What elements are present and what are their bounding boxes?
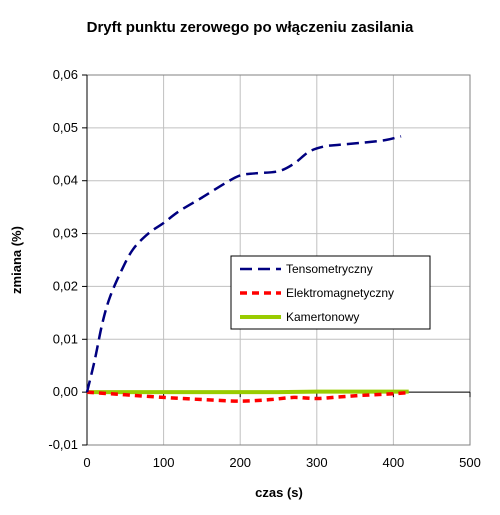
x-tick-label: 0: [83, 455, 90, 470]
legend-label: Elektromagnetyczny: [286, 286, 394, 300]
y-tick-label: -0,01: [48, 437, 78, 452]
y-tick-label: 0,00: [53, 384, 78, 399]
series-group: [85, 135, 409, 403]
legend: Tensometryczny Elektromagnetyczny Kamerton…: [230, 255, 431, 330]
x-tick-label: 100: [153, 455, 175, 470]
y-tick-label: 0,03: [53, 226, 78, 241]
x-axis-label: czas (s): [255, 485, 303, 500]
y-tick-label: 0,04: [53, 173, 78, 188]
series-line-tensometryczny: [85, 135, 402, 393]
y-axis: -0,01 0,00 0,01 0,02 0,03 0,04 0,05 0,06: [48, 67, 88, 452]
legend-label: Tensometryczny: [286, 262, 373, 276]
y-axis-label: zmiana (%): [9, 226, 24, 294]
x-tick-label: 400: [383, 455, 405, 470]
chart-title: Dryft punktu zerowego po włączeniu zasil…: [87, 19, 414, 36]
y-tick-label: 0,06: [53, 67, 78, 82]
y-tick-label: 0,01: [53, 331, 78, 346]
y-tick-label: 0,02: [53, 278, 78, 293]
x-tick-label: 500: [459, 455, 481, 470]
legend-label: Kamertonowy: [286, 310, 359, 324]
x-tick-label: 200: [229, 455, 251, 470]
x-tick-label: 300: [306, 455, 328, 470]
series-line-elektromagnetyczny: [86, 390, 409, 403]
series-line-kamertonowy: [87, 389, 409, 395]
y-tick-label: 0,05: [53, 120, 78, 135]
